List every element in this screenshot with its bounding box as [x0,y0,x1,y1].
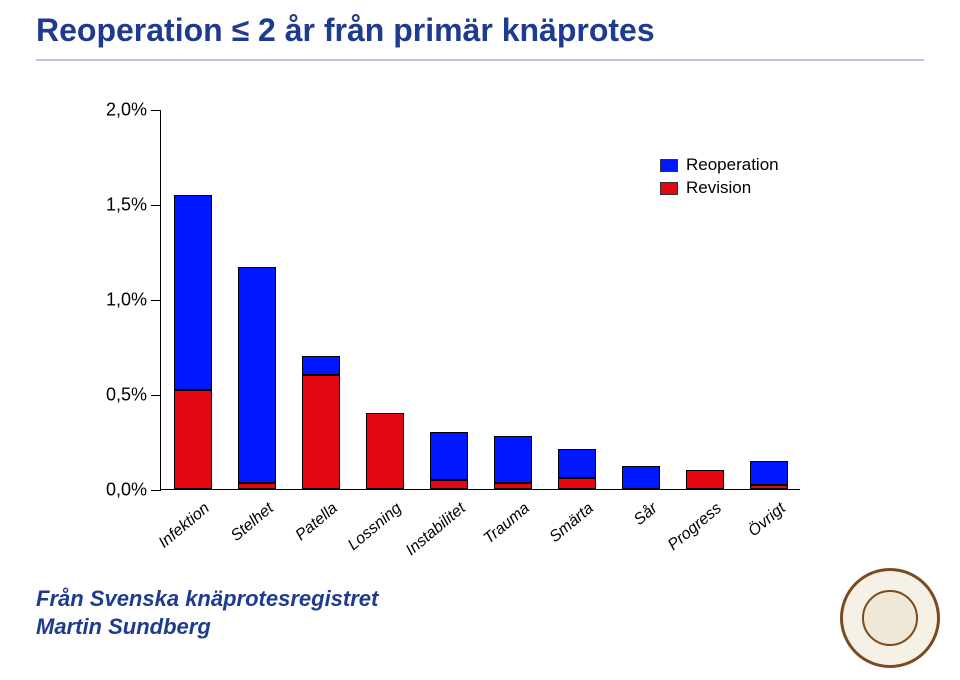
bar-segment-reoperation [622,466,660,489]
y-tick [151,395,161,396]
x-category-label: Smärta [537,489,597,547]
footer-line-1: Från Svenska knäprotesregistret [36,585,378,613]
x-category-label: Stelhet [219,489,278,546]
bar-stack [430,432,468,489]
bar-segment-revision [366,413,404,489]
title-underline [36,59,924,61]
x-category-label: Infektion [147,489,214,552]
bar-segment-reoperation [558,449,596,478]
reoperation-chart: 0,0%0,5%1,0%1,5%2,0%InfektionStelhetPate… [100,100,840,540]
x-category-label: Progress [656,489,726,555]
y-tick [151,300,161,301]
y-tick [151,205,161,206]
y-tick-label: 0,5% [106,385,147,406]
bar-segment-revision [430,480,468,490]
legend-swatch [660,182,678,195]
bar-stack [494,436,532,489]
y-tick [151,490,161,491]
x-category-label: Sår [622,489,662,530]
seal-inner-ring [862,590,918,646]
footer-line-2: Martin Sundberg [36,613,378,641]
bar-segment-revision [302,375,340,489]
footer-attribution: Från Svenska knäprotesregistret Martin S… [36,585,378,640]
x-category-label: Patella [284,489,342,545]
bar-stack [366,413,404,489]
bar-segment-reoperation [238,267,276,484]
y-tick-label: 2,0% [106,100,147,121]
bar-stack [238,267,276,489]
bar-stack [686,470,724,489]
bar-stack [302,356,340,489]
bar-segment-reoperation [750,461,788,486]
bar-stack [750,461,788,489]
university-seal-icon [840,568,940,668]
bar-segment-revision [558,478,596,489]
x-category-label: Övrigt [736,489,789,541]
bar-segment-reoperation [494,436,532,484]
page-title: Reoperation ≤ 2 år från primär knäprotes [0,0,960,49]
bar-segment-revision [174,390,212,489]
bar-stack [622,466,660,489]
y-tick-label: 1,0% [106,290,147,311]
legend-label: Reoperation [686,155,779,175]
x-category-label: Trauma [472,489,534,548]
bar-stack [174,195,212,489]
chart-legend: Reoperation Revision [660,155,779,201]
legend-item: Reoperation [660,155,779,175]
legend-swatch [660,159,678,172]
bar-stack [558,449,596,489]
bar-segment-reoperation [174,195,212,391]
bar-segment-reoperation [430,432,468,480]
legend-item: Revision [660,178,779,198]
y-tick [151,110,161,111]
bar-segment-reoperation [302,356,340,375]
bar-segment-revision [686,470,724,489]
y-tick-label: 0,0% [106,480,147,501]
x-category-label: Instabilitet [394,489,470,560]
legend-label: Revision [686,178,751,198]
x-category-label: Lossning [336,489,406,555]
y-tick-label: 1,5% [106,195,147,216]
